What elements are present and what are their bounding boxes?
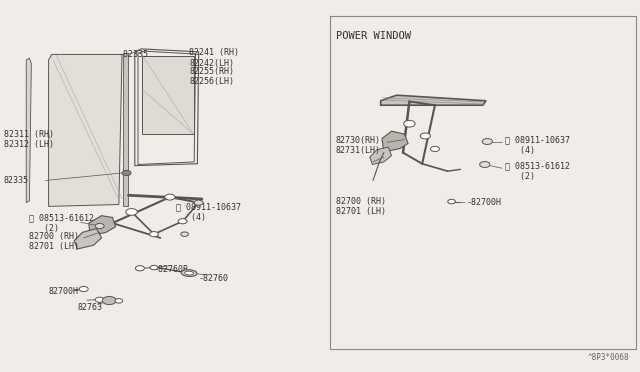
Text: -82760B: -82760B — [154, 265, 189, 274]
Polygon shape — [49, 54, 122, 206]
Text: Ⓝ 08911-10637
   (4): Ⓝ 08911-10637 (4) — [176, 202, 241, 222]
Polygon shape — [370, 147, 392, 164]
Polygon shape — [382, 131, 408, 152]
Circle shape — [420, 133, 431, 139]
Text: Ⓢ 08513-61612
   (2): Ⓢ 08513-61612 (2) — [505, 161, 570, 181]
Text: Ⓢ 08513-61612
   (2): Ⓢ 08513-61612 (2) — [29, 214, 95, 233]
Ellipse shape — [185, 271, 193, 275]
Circle shape — [95, 297, 104, 302]
Circle shape — [165, 194, 175, 200]
Polygon shape — [143, 55, 193, 134]
Text: -82760: -82760 — [198, 274, 228, 283]
Circle shape — [180, 232, 188, 236]
Circle shape — [479, 161, 490, 167]
Circle shape — [448, 199, 456, 204]
Text: 82241 (RH)
82242(LH): 82241 (RH) 82242(LH) — [189, 48, 239, 68]
Ellipse shape — [181, 270, 197, 276]
Circle shape — [102, 296, 116, 305]
Circle shape — [79, 286, 88, 292]
Polygon shape — [381, 95, 486, 105]
Polygon shape — [26, 58, 31, 203]
Text: 82335: 82335 — [4, 176, 29, 185]
Circle shape — [431, 146, 440, 151]
Text: 82255(RH)
82256(LH): 82255(RH) 82256(LH) — [189, 67, 234, 86]
Circle shape — [122, 170, 131, 176]
Polygon shape — [74, 229, 102, 249]
Text: 82763: 82763 — [77, 303, 102, 312]
Text: 82311 (RH)
82312 (LH): 82311 (RH) 82312 (LH) — [4, 130, 54, 150]
Circle shape — [150, 265, 158, 270]
Circle shape — [115, 299, 123, 303]
Text: Ⓝ 08911-10637
   (4): Ⓝ 08911-10637 (4) — [505, 135, 570, 155]
Circle shape — [482, 138, 492, 144]
Text: 82700 (RH)
82701 (LH): 82700 (RH) 82701 (LH) — [336, 197, 386, 216]
Polygon shape — [124, 52, 129, 206]
Text: POWER WINDOW: POWER WINDOW — [336, 31, 411, 41]
Circle shape — [194, 200, 203, 205]
Text: 82700 (RH)
82701 (LH): 82700 (RH) 82701 (LH) — [29, 232, 79, 251]
Text: -82335: -82335 — [119, 50, 149, 59]
Circle shape — [126, 209, 138, 215]
Circle shape — [178, 219, 187, 224]
Circle shape — [95, 224, 104, 229]
Text: ^8P3*0068: ^8P3*0068 — [588, 353, 630, 362]
Circle shape — [150, 232, 159, 237]
Circle shape — [404, 121, 415, 127]
Polygon shape — [89, 216, 116, 236]
Circle shape — [136, 266, 145, 271]
Text: 82700H: 82700H — [49, 287, 79, 296]
Text: 82730(RH)
82731(LH): 82730(RH) 82731(LH) — [336, 135, 381, 155]
Text: -82700H: -82700H — [467, 198, 502, 207]
